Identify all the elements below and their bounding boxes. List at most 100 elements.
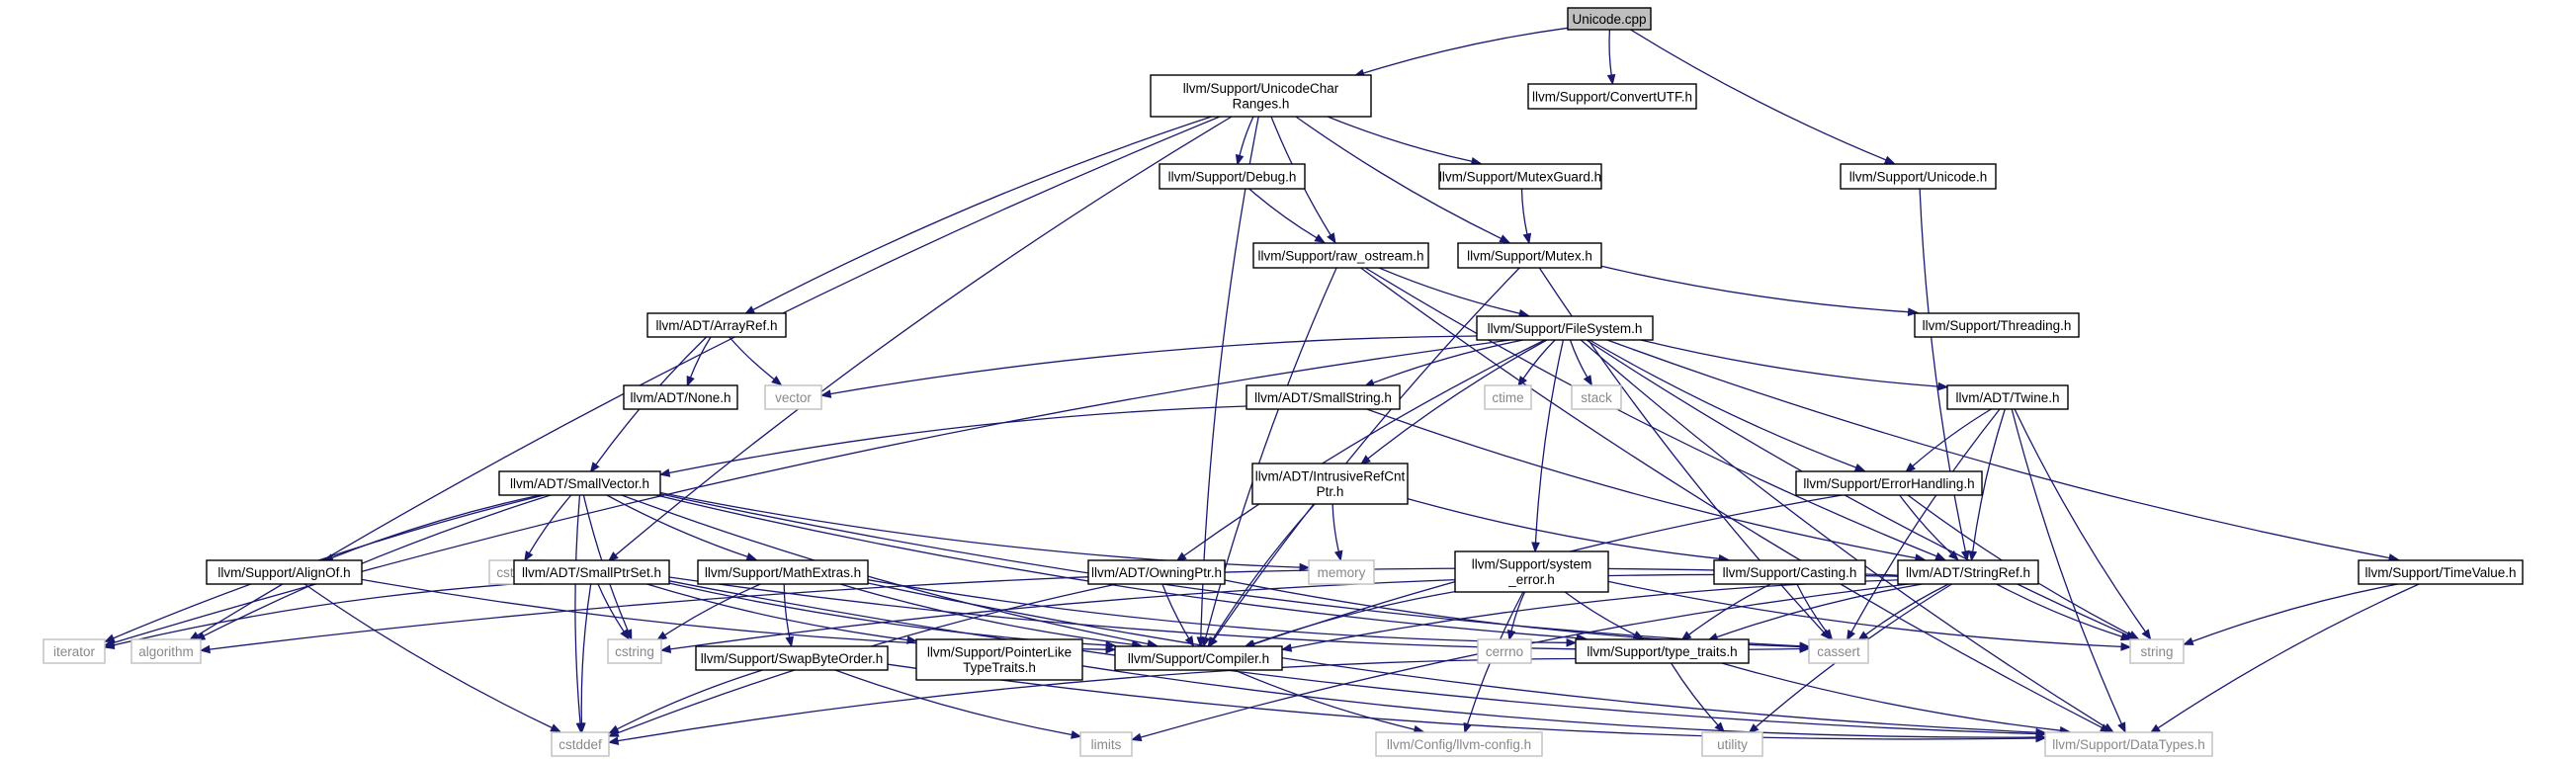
node-compiler[interactable]: llvm/Support/Compiler.h: [1114, 645, 1283, 671]
edge-line: [1996, 583, 2122, 637]
node-stringref[interactable]: llvm/ADT/StringRef.h: [1897, 559, 2039, 585]
edge-line: [1569, 339, 1589, 379]
arrow-head: [785, 635, 795, 648]
arrow-head: [550, 723, 561, 732]
arrow-head: [771, 376, 783, 386]
edge-line: [1234, 669, 1416, 730]
node-mutex[interactable]: llvm/Support/Mutex.h: [1457, 242, 1602, 269]
edge-line: [668, 580, 2037, 735]
edge-line: [867, 582, 2037, 733]
arrow-head: [607, 736, 620, 745]
node-syserror[interactable]: llvm/Support/system_error.h: [1454, 550, 1609, 593]
edge-line: [1183, 339, 1546, 556]
node-box: [1571, 384, 1622, 410]
node-box: [1567, 7, 1652, 31]
node-box: [1308, 559, 1375, 585]
node-smallstring[interactable]: llvm/ADT/SmallString.h: [1245, 384, 1401, 410]
node-label: llvm/ADT/None.h: [630, 390, 730, 405]
edge-line: [1407, 497, 1720, 559]
edge-line: [2191, 583, 2399, 642]
node-casting[interactable]: llvm/Support/Casting.h: [1713, 559, 1866, 585]
node-convutf[interactable]: llvm/Support/ConvertUTF.h: [1527, 83, 1697, 110]
node-threading[interactable]: llvm/Support/Threading.h: [1914, 312, 2080, 338]
arrow-head: [2120, 642, 2132, 651]
edge-line: [1671, 662, 1719, 726]
node-swapbyte[interactable]: llvm/Support/SwapByteOrder.h: [695, 645, 889, 671]
node-box: [1079, 731, 1133, 757]
node-label: ctime: [1492, 390, 1523, 405]
node-owningptr[interactable]: llvm/ADT/OwningPtr.h: [1087, 559, 1226, 585]
arrow-head: [1299, 562, 1311, 572]
edge-line: [659, 493, 1801, 647]
edge-rawos-to-stringref: [1364, 267, 1946, 560]
node-arrayref[interactable]: llvm/ADT/ArrayRef.h: [646, 312, 787, 338]
node-label: llvm/Support/AlignOf.h: [217, 565, 350, 580]
edge-swapbyte-to-cstddef: [608, 669, 763, 734]
node-alignof[interactable]: llvm/Support/AlignOf.h: [206, 559, 363, 585]
edge-mutex-to-threading: [1600, 265, 1920, 317]
arrow-head: [2182, 636, 2194, 645]
arrow-head: [524, 550, 534, 562]
edge-line: [597, 583, 625, 632]
node-debug[interactable]: llvm/Support/Debug.h: [1159, 163, 1306, 190]
edge-smallptrset-to-pointerlike: [646, 583, 918, 644]
edge-rawos-to-compiler: [1201, 267, 1337, 648]
node-twine[interactable]: llvm/ADT/Twine.h: [1946, 384, 2069, 410]
arrow-head: [1748, 723, 1760, 734]
node-box: [1713, 559, 1866, 585]
edge-line: [203, 494, 552, 637]
edge-line: [834, 669, 1073, 736]
node-box: [43, 638, 106, 664]
node-box: [130, 638, 202, 664]
edge-line: [1919, 188, 1967, 552]
node-label: Ptr.h: [1317, 484, 1344, 499]
arrow-head: [2103, 722, 2114, 733]
arrow-head: [819, 389, 832, 398]
arrow-head: [2117, 721, 2126, 733]
edge-line: [1721, 662, 2061, 731]
node-root[interactable]: Unicode.cpp: [1567, 7, 1652, 31]
edge-smallvector-to-cstdlib: [524, 494, 572, 562]
node-box: [2044, 731, 2213, 757]
node-label: algorithm: [138, 644, 194, 659]
node-ctime: ctime: [1484, 384, 1532, 410]
edge-typetraits-to-datatypes: [1721, 662, 2071, 735]
node-smallvector[interactable]: llvm/ADT/SmallVector.h: [498, 470, 661, 496]
edge-line: [1586, 339, 2128, 636]
node-box: [1527, 83, 1697, 110]
node-box: [1454, 550, 1609, 593]
edge-filesystem-to-stack: [1569, 339, 1592, 386]
node-unicodeh[interactable]: llvm/Support/Unicode.h: [1840, 163, 1997, 190]
node-label: limits: [1091, 737, 1122, 752]
node-label: llvm/Support/MutexGuard.h: [1439, 169, 1601, 184]
node-label: utility: [1717, 737, 1748, 752]
node-box: [1245, 384, 1401, 410]
edge-line: [1522, 339, 1556, 380]
node-smallptrset[interactable]: llvm/ADT/SmallPtrSet.h: [513, 559, 670, 585]
node-noneh[interactable]: llvm/ADT/None.h: [623, 384, 738, 410]
node-timevalue[interactable]: llvm/Support/TimeValue.h: [2358, 559, 2524, 585]
edge-filesystem-to-twine: [1640, 339, 1949, 391]
edge-line: [1564, 591, 1636, 635]
node-box: [1476, 315, 1654, 341]
node-typetraits[interactable]: llvm/Support/type_traits.h: [1575, 638, 1750, 664]
edge-arrayref-to-vector: [729, 336, 783, 386]
node-rawos[interactable]: llvm/Support/raw_ostream.h: [1252, 242, 1429, 269]
node-errorhandling[interactable]: llvm/Support/ErrorHandling.h: [1795, 470, 1983, 496]
node-datatypes: llvm/Support/DataTypes.h: [2044, 731, 2213, 757]
node-box: [1914, 312, 2080, 338]
node-mutexguard[interactable]: llvm/Support/MutexGuard.h: [1438, 163, 1602, 190]
arrow-head: [1531, 542, 1540, 553]
node-box: [1484, 384, 1532, 410]
node-filesystem[interactable]: llvm/Support/FileSystem.h: [1476, 315, 1654, 341]
arrow-head: [1499, 234, 1511, 243]
edge-twine-to-datatypes: [2011, 408, 2126, 733]
node-mathextras[interactable]: llvm/Support/MathExtras.h: [697, 559, 869, 585]
arrow-head: [608, 724, 620, 734]
edge-pointerlike-to-datatypes: [1081, 665, 2047, 742]
edge-line: [1972, 408, 2006, 552]
